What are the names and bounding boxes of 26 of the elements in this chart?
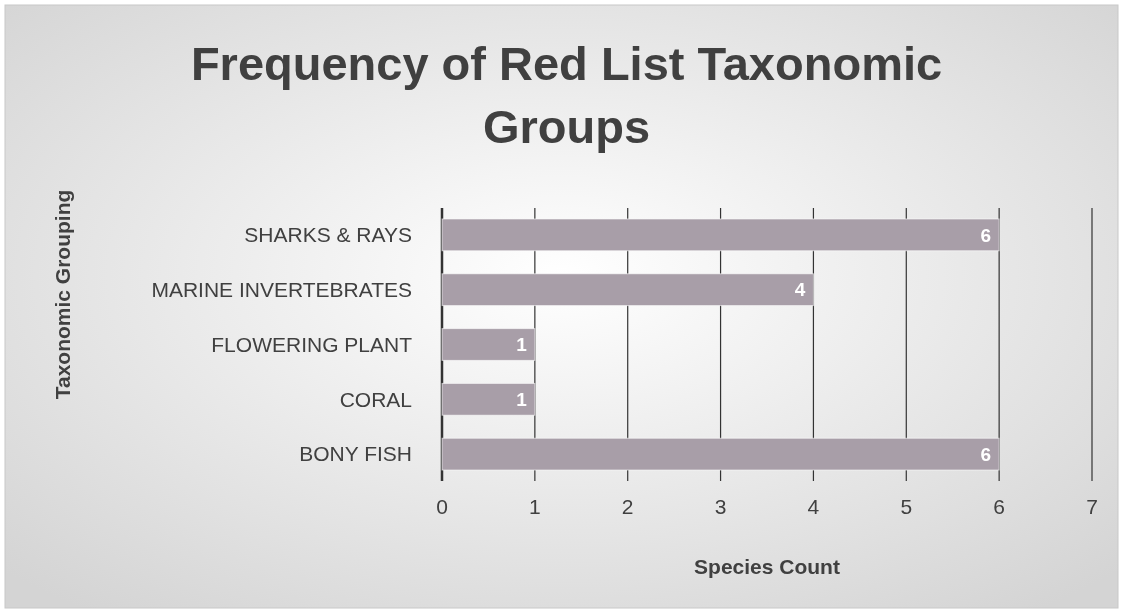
x-tick-label: 4 <box>807 495 820 518</box>
y-tick-label: FLOWERING PLANT <box>211 332 413 356</box>
bar <box>441 328 536 361</box>
data-label: 1 <box>516 334 528 356</box>
y-tick-label: CORAL <box>339 387 412 411</box>
data-label: 6 <box>980 443 992 465</box>
x-tick-label: 6 <box>993 495 1005 518</box>
data-label: 6 <box>980 224 992 246</box>
x-tick-label: 7 <box>1086 495 1098 518</box>
data-label: 4 <box>794 279 806 301</box>
bar <box>441 382 536 416</box>
x-axis-title: Species Count <box>694 555 840 578</box>
y-tick-label: SHARKS & RAYS <box>244 223 412 247</box>
y-tick-label: BONY FISH <box>299 442 412 466</box>
chart-title: Frequency of Red List Taxonomic Groups <box>190 37 943 153</box>
x-tick-label: 3 <box>714 495 727 518</box>
x-tick-label: 1 <box>529 495 541 518</box>
bar <box>441 218 1000 252</box>
x-tick-label: 2 <box>621 495 634 518</box>
bar <box>441 273 814 307</box>
y-tick-label: MARINE INVERTEBRATES <box>151 278 412 302</box>
x-tick-label: 0 <box>436 495 448 518</box>
data-label: 1 <box>516 388 528 410</box>
x-tick-label: 5 <box>900 495 913 518</box>
y-axis-title: Taxonomic Grouping <box>51 189 74 400</box>
bar <box>441 437 1000 471</box>
